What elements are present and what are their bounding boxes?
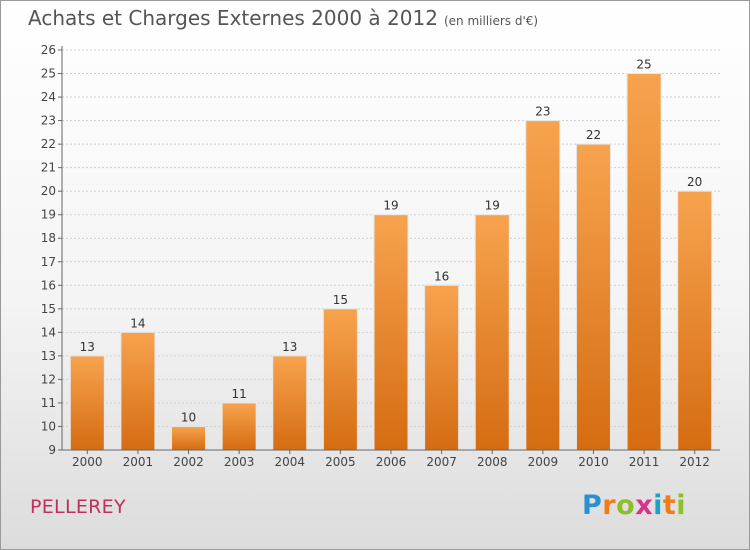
data-label: 14	[130, 316, 145, 330]
x-tick-label: 2006	[376, 455, 407, 469]
proxiti-logo[interactable]: Proxiti	[582, 490, 687, 521]
x-tick-label: 2000	[72, 455, 103, 469]
bar-2008	[474, 214, 510, 451]
bar-2002	[171, 425, 207, 451]
x-tick-label: 2003	[224, 455, 255, 469]
axes	[58, 46, 720, 454]
data-label: 15	[333, 293, 348, 307]
y-tick-label: 25	[41, 67, 56, 81]
data-label: 20	[687, 175, 702, 189]
y-tick-label: 17	[41, 255, 56, 269]
y-tick-label: 18	[41, 231, 56, 245]
data-label: 11	[232, 387, 247, 401]
chart-unit: (en milliers d'€)	[443, 14, 539, 28]
bar-2006	[373, 214, 409, 451]
x-tick-label: 2012	[679, 455, 710, 469]
bar-2010	[575, 143, 611, 451]
y-tick-label: 12	[41, 372, 56, 386]
data-label: 10	[181, 410, 196, 424]
data-label: 19	[485, 199, 500, 213]
bars	[69, 73, 713, 451]
y-tick-label: 14	[41, 325, 56, 339]
chart-title: Achats et Charges Externes 2000 à 2012 (e…	[28, 6, 538, 30]
bar-2000	[69, 355, 105, 451]
data-label: 16	[434, 269, 449, 283]
x-tick-label: 2002	[173, 455, 204, 469]
y-tick-label: 13	[41, 349, 56, 363]
x-tick-label: 2005	[325, 455, 356, 469]
data-label: 13	[80, 340, 95, 354]
x-tick-label: 2011	[629, 455, 660, 469]
y-tick-label: 19	[41, 208, 56, 222]
chart-title-text: Achats et Charges Externes 2000 à 2012	[28, 6, 438, 30]
data-label: 22	[586, 128, 601, 142]
y-tick-label: 24	[41, 90, 56, 104]
y-tick-label: 21	[41, 161, 56, 175]
y-tick-label: 22	[41, 137, 56, 151]
y-tick-label: 26	[41, 43, 56, 57]
y-tick-label: 15	[41, 302, 56, 316]
bar-2012	[677, 190, 713, 451]
bar-2005	[322, 308, 358, 451]
y-tick-label: 23	[41, 114, 56, 128]
x-tick-label: 2007	[426, 455, 457, 469]
y-tick-label: 20	[41, 184, 56, 198]
data-label: 23	[535, 105, 550, 119]
x-tick-label: 2001	[123, 455, 154, 469]
y-tick-label: 16	[41, 278, 56, 292]
y-tick-label: 11	[41, 396, 56, 410]
bar-2011	[626, 73, 662, 451]
x-tick-label: 2009	[528, 455, 559, 469]
x-tick-label: 2004	[274, 455, 305, 469]
bar-2003	[221, 402, 257, 451]
bar-2007	[424, 284, 460, 451]
y-tick-label: 9	[48, 443, 56, 457]
data-label: 25	[636, 58, 651, 72]
x-tick-label: 2010	[578, 455, 609, 469]
labels: 9 10 11 12 13 14 15 16 17 18 19 20 21 22 23 24 25 26 13 200…	[41, 43, 710, 469]
bar-2001	[120, 331, 156, 451]
data-label: 19	[383, 199, 398, 213]
commune-name: PELLEREY	[30, 496, 126, 518]
bar-2004	[272, 355, 308, 451]
bar-2009	[525, 120, 561, 451]
x-tick-label: 2008	[477, 455, 508, 469]
data-label: 13	[282, 340, 297, 354]
y-tick-label: 10	[41, 419, 56, 433]
